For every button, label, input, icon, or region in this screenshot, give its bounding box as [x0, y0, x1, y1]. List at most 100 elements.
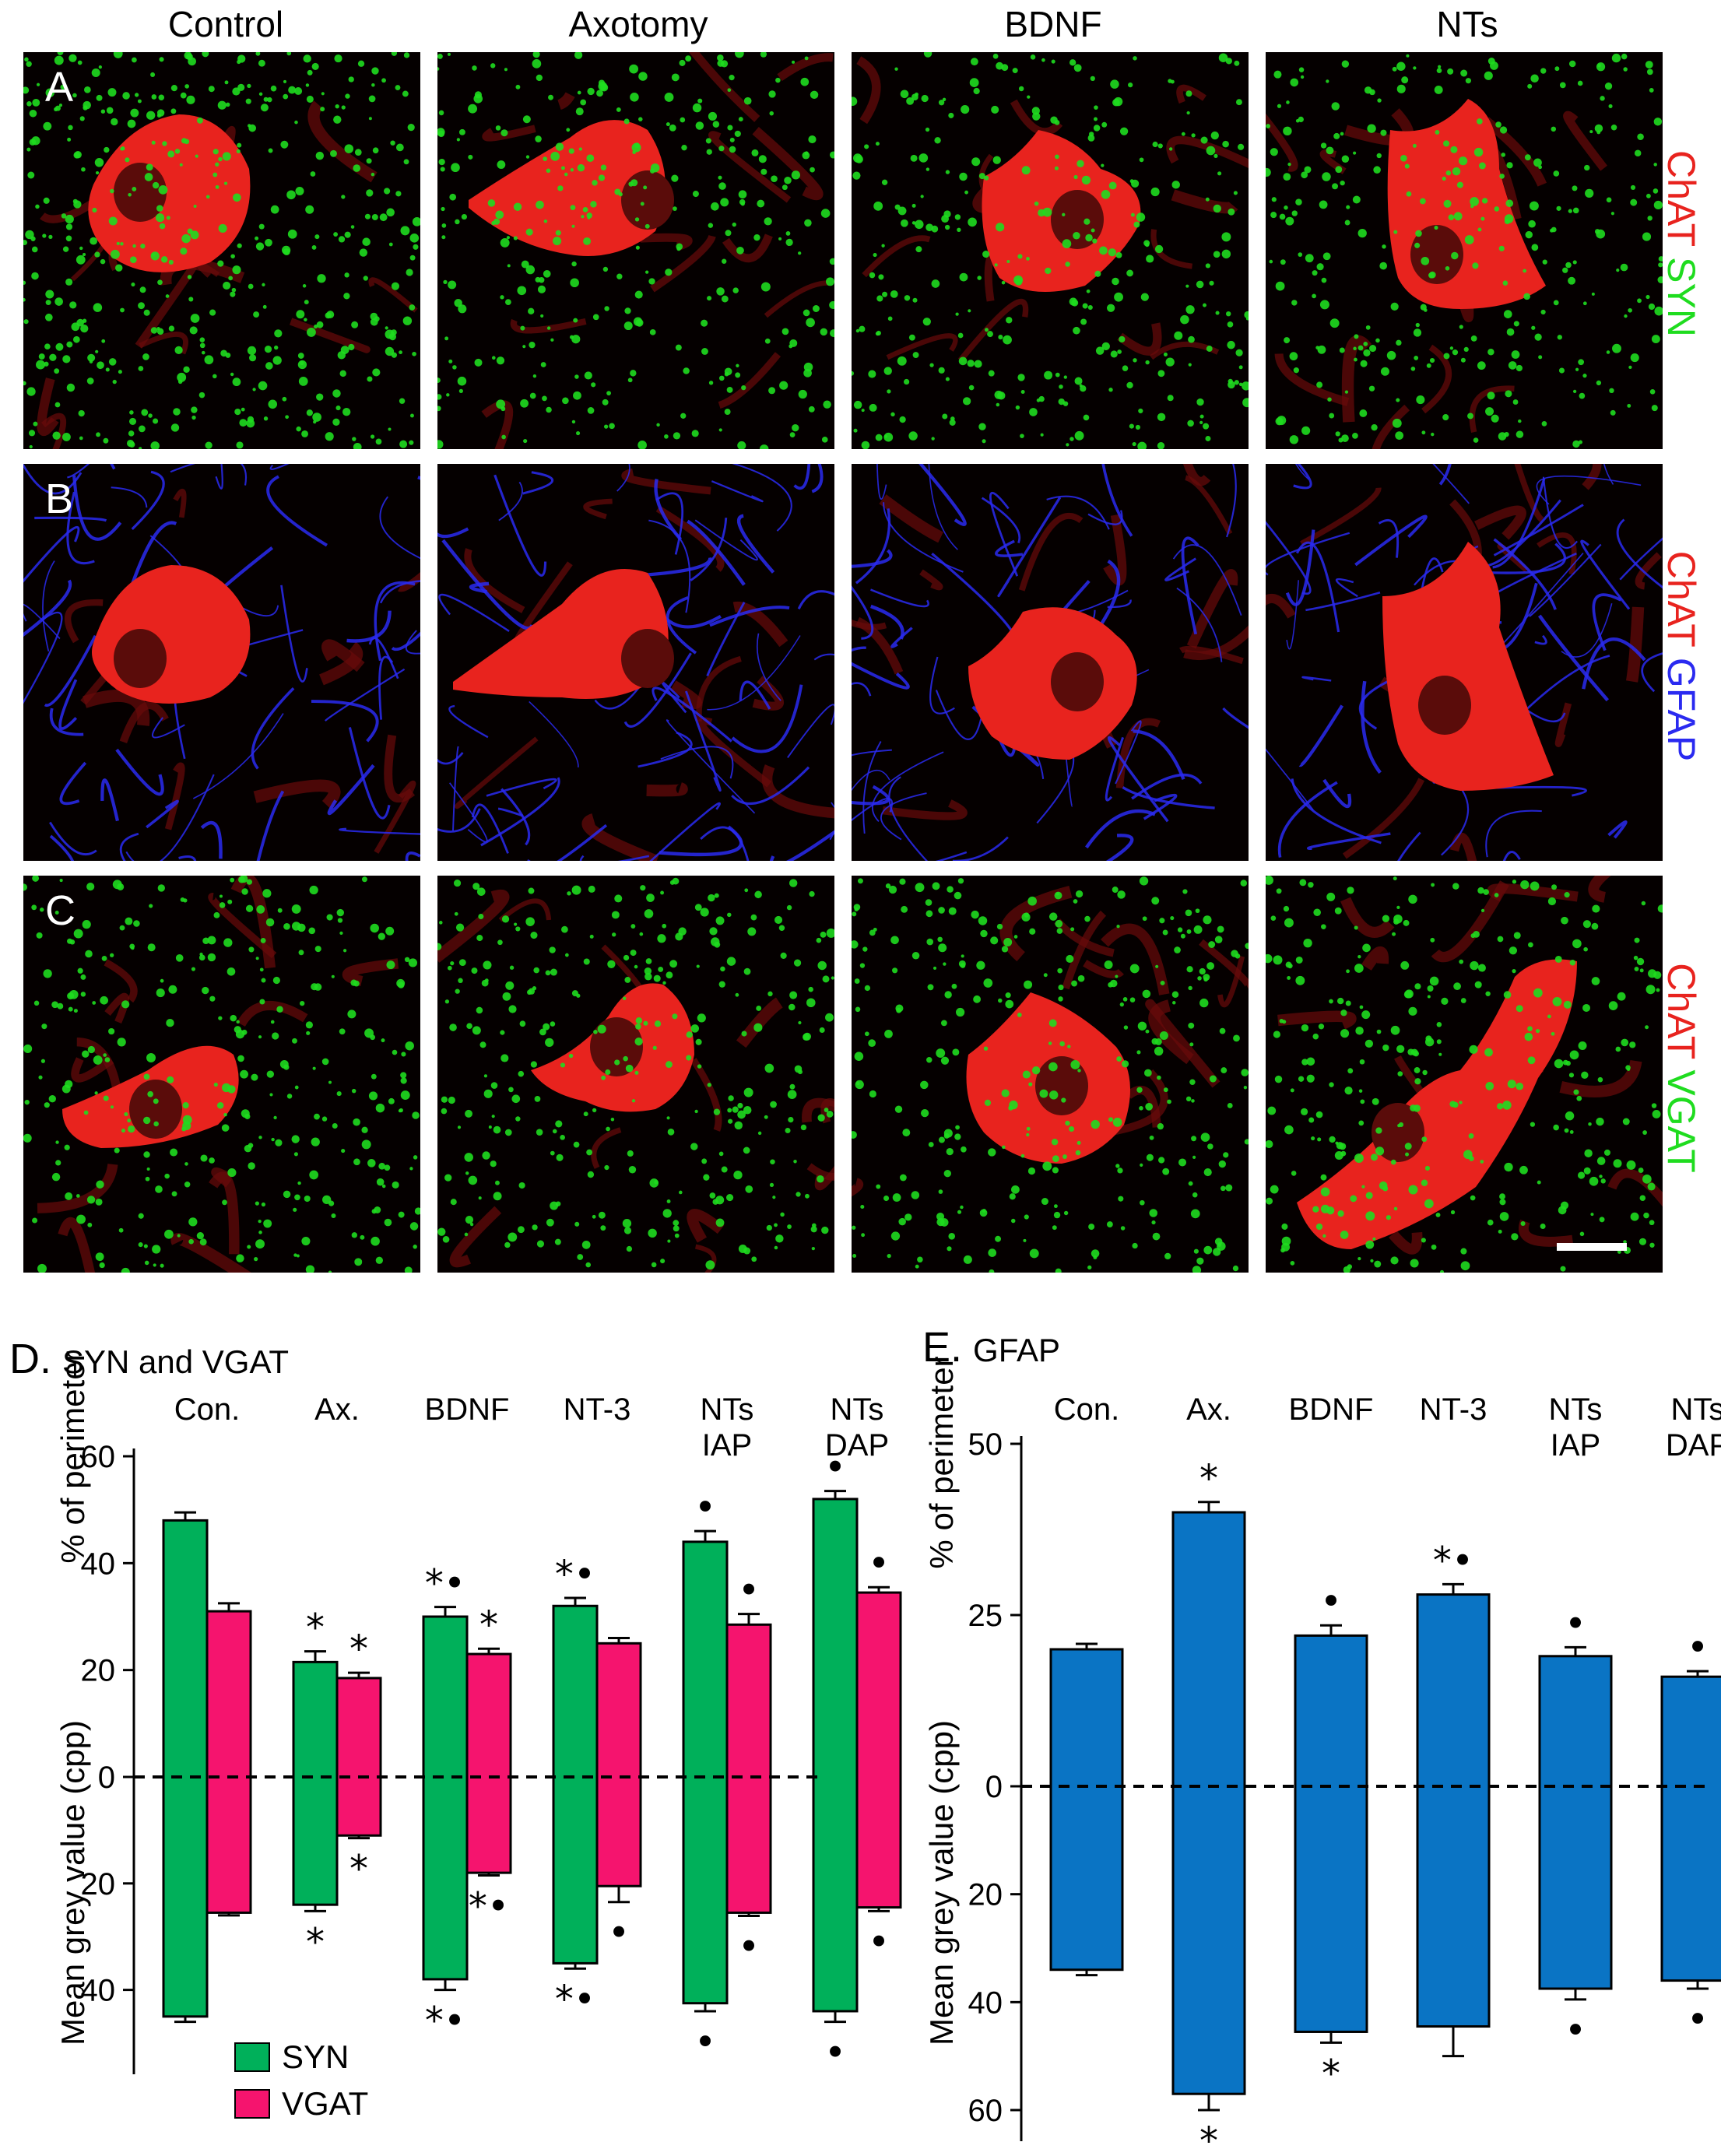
green-punctum [737, 441, 746, 449]
green-punctum [1557, 335, 1562, 340]
y-tick-label: 40 [968, 1986, 1003, 2020]
red-fiber [640, 233, 693, 251]
green-punctum [1441, 997, 1449, 1006]
green-punctum [798, 251, 802, 255]
gfap-fiber [58, 679, 78, 730]
green-punctum [1572, 260, 1577, 265]
green-punctum [263, 1219, 272, 1228]
red-fiber [1300, 487, 1382, 546]
green-punctum [988, 1148, 996, 1157]
green-punctum [1470, 197, 1479, 206]
green-punctum [1295, 956, 1303, 964]
green-punctum [1270, 915, 1277, 922]
green-punctum [709, 927, 718, 936]
green-punctum [571, 990, 578, 997]
green-punctum [804, 56, 809, 61]
green-punctum [479, 1041, 486, 1048]
green-punctum [1453, 212, 1463, 221]
green-punctum [528, 307, 535, 314]
green-punctum [1022, 1070, 1031, 1079]
green-punctum [892, 967, 898, 974]
green-punctum [1420, 304, 1427, 311]
green-punctum [1322, 252, 1331, 261]
red-fiber [820, 1098, 834, 1124]
green-punctum [291, 904, 301, 914]
green-punctum [1582, 374, 1587, 378]
green-punctum [361, 1139, 371, 1150]
green-punctum [1200, 1132, 1210, 1142]
green-punctum [864, 144, 869, 149]
green-punctum [170, 1148, 178, 1157]
green-punctum [226, 102, 230, 107]
green-punctum [1524, 1032, 1533, 1041]
gfap-fiber [200, 820, 223, 859]
green-punctum [495, 210, 504, 219]
green-punctum [1589, 1176, 1599, 1186]
green-punctum [1478, 162, 1486, 170]
green-punctum [366, 158, 372, 164]
green-punctum [60, 84, 65, 90]
green-punctum [1051, 59, 1055, 64]
green-punctum [1238, 382, 1243, 387]
green-punctum [283, 79, 287, 83]
green-punctum [1599, 1217, 1605, 1223]
green-punctum [1406, 54, 1410, 58]
green-punctum [854, 907, 859, 911]
green-punctum [897, 356, 907, 366]
green-punctum [72, 335, 80, 343]
green-punctum [370, 312, 378, 321]
green-punctum [925, 899, 933, 906]
green-punctum [1133, 56, 1137, 61]
green-punctum [31, 904, 37, 911]
green-punctum [458, 304, 467, 314]
green-punctum [1530, 1122, 1536, 1127]
green-punctum [180, 92, 187, 99]
green-punctum [1365, 1192, 1373, 1199]
green-punctum [798, 1020, 802, 1025]
green-punctum [1213, 1248, 1221, 1256]
green-punctum [43, 197, 50, 204]
green-punctum [957, 332, 964, 339]
green-punctum [897, 206, 907, 216]
green-punctum [543, 270, 551, 278]
green-punctum [508, 1087, 514, 1093]
micrograph-c-3 [852, 876, 1249, 1273]
green-punctum [448, 359, 453, 363]
green-punctum [482, 1151, 490, 1160]
green-punctum [1340, 1010, 1347, 1017]
green-punctum [548, 94, 553, 100]
green-punctum [1101, 163, 1105, 167]
green-punctum [1290, 78, 1299, 87]
green-punctum [1070, 927, 1075, 932]
green-punctum [727, 125, 733, 131]
green-punctum [1220, 1185, 1226, 1192]
green-punctum [817, 1114, 825, 1122]
green-punctum [1003, 335, 1012, 345]
green-punctum [283, 93, 289, 100]
green-punctum [232, 377, 241, 387]
gfap-fiber [1295, 464, 1310, 480]
green-punctum [223, 938, 233, 947]
green-punctum [404, 957, 410, 963]
green-punctum [1504, 218, 1511, 225]
green-punctum [1359, 1059, 1365, 1065]
green-punctum [1382, 1044, 1389, 1052]
green-punctum [72, 198, 78, 204]
green-punctum [1152, 141, 1158, 148]
green-punctum [237, 1055, 244, 1062]
green-punctum [1639, 1195, 1646, 1201]
green-punctum [1119, 335, 1126, 343]
green-punctum [788, 344, 793, 349]
green-punctum [1535, 1028, 1540, 1034]
green-punctum [1185, 284, 1189, 288]
green-punctum [137, 99, 142, 104]
green-punctum [283, 248, 290, 256]
green-punctum [984, 1099, 992, 1106]
green-punctum [28, 430, 36, 437]
red-fiber [752, 127, 824, 201]
green-punctum [336, 908, 344, 917]
green-punctum [1480, 1160, 1484, 1164]
green-punctum [602, 266, 609, 272]
green-punctum [1537, 1180, 1541, 1185]
green-punctum [62, 432, 71, 441]
